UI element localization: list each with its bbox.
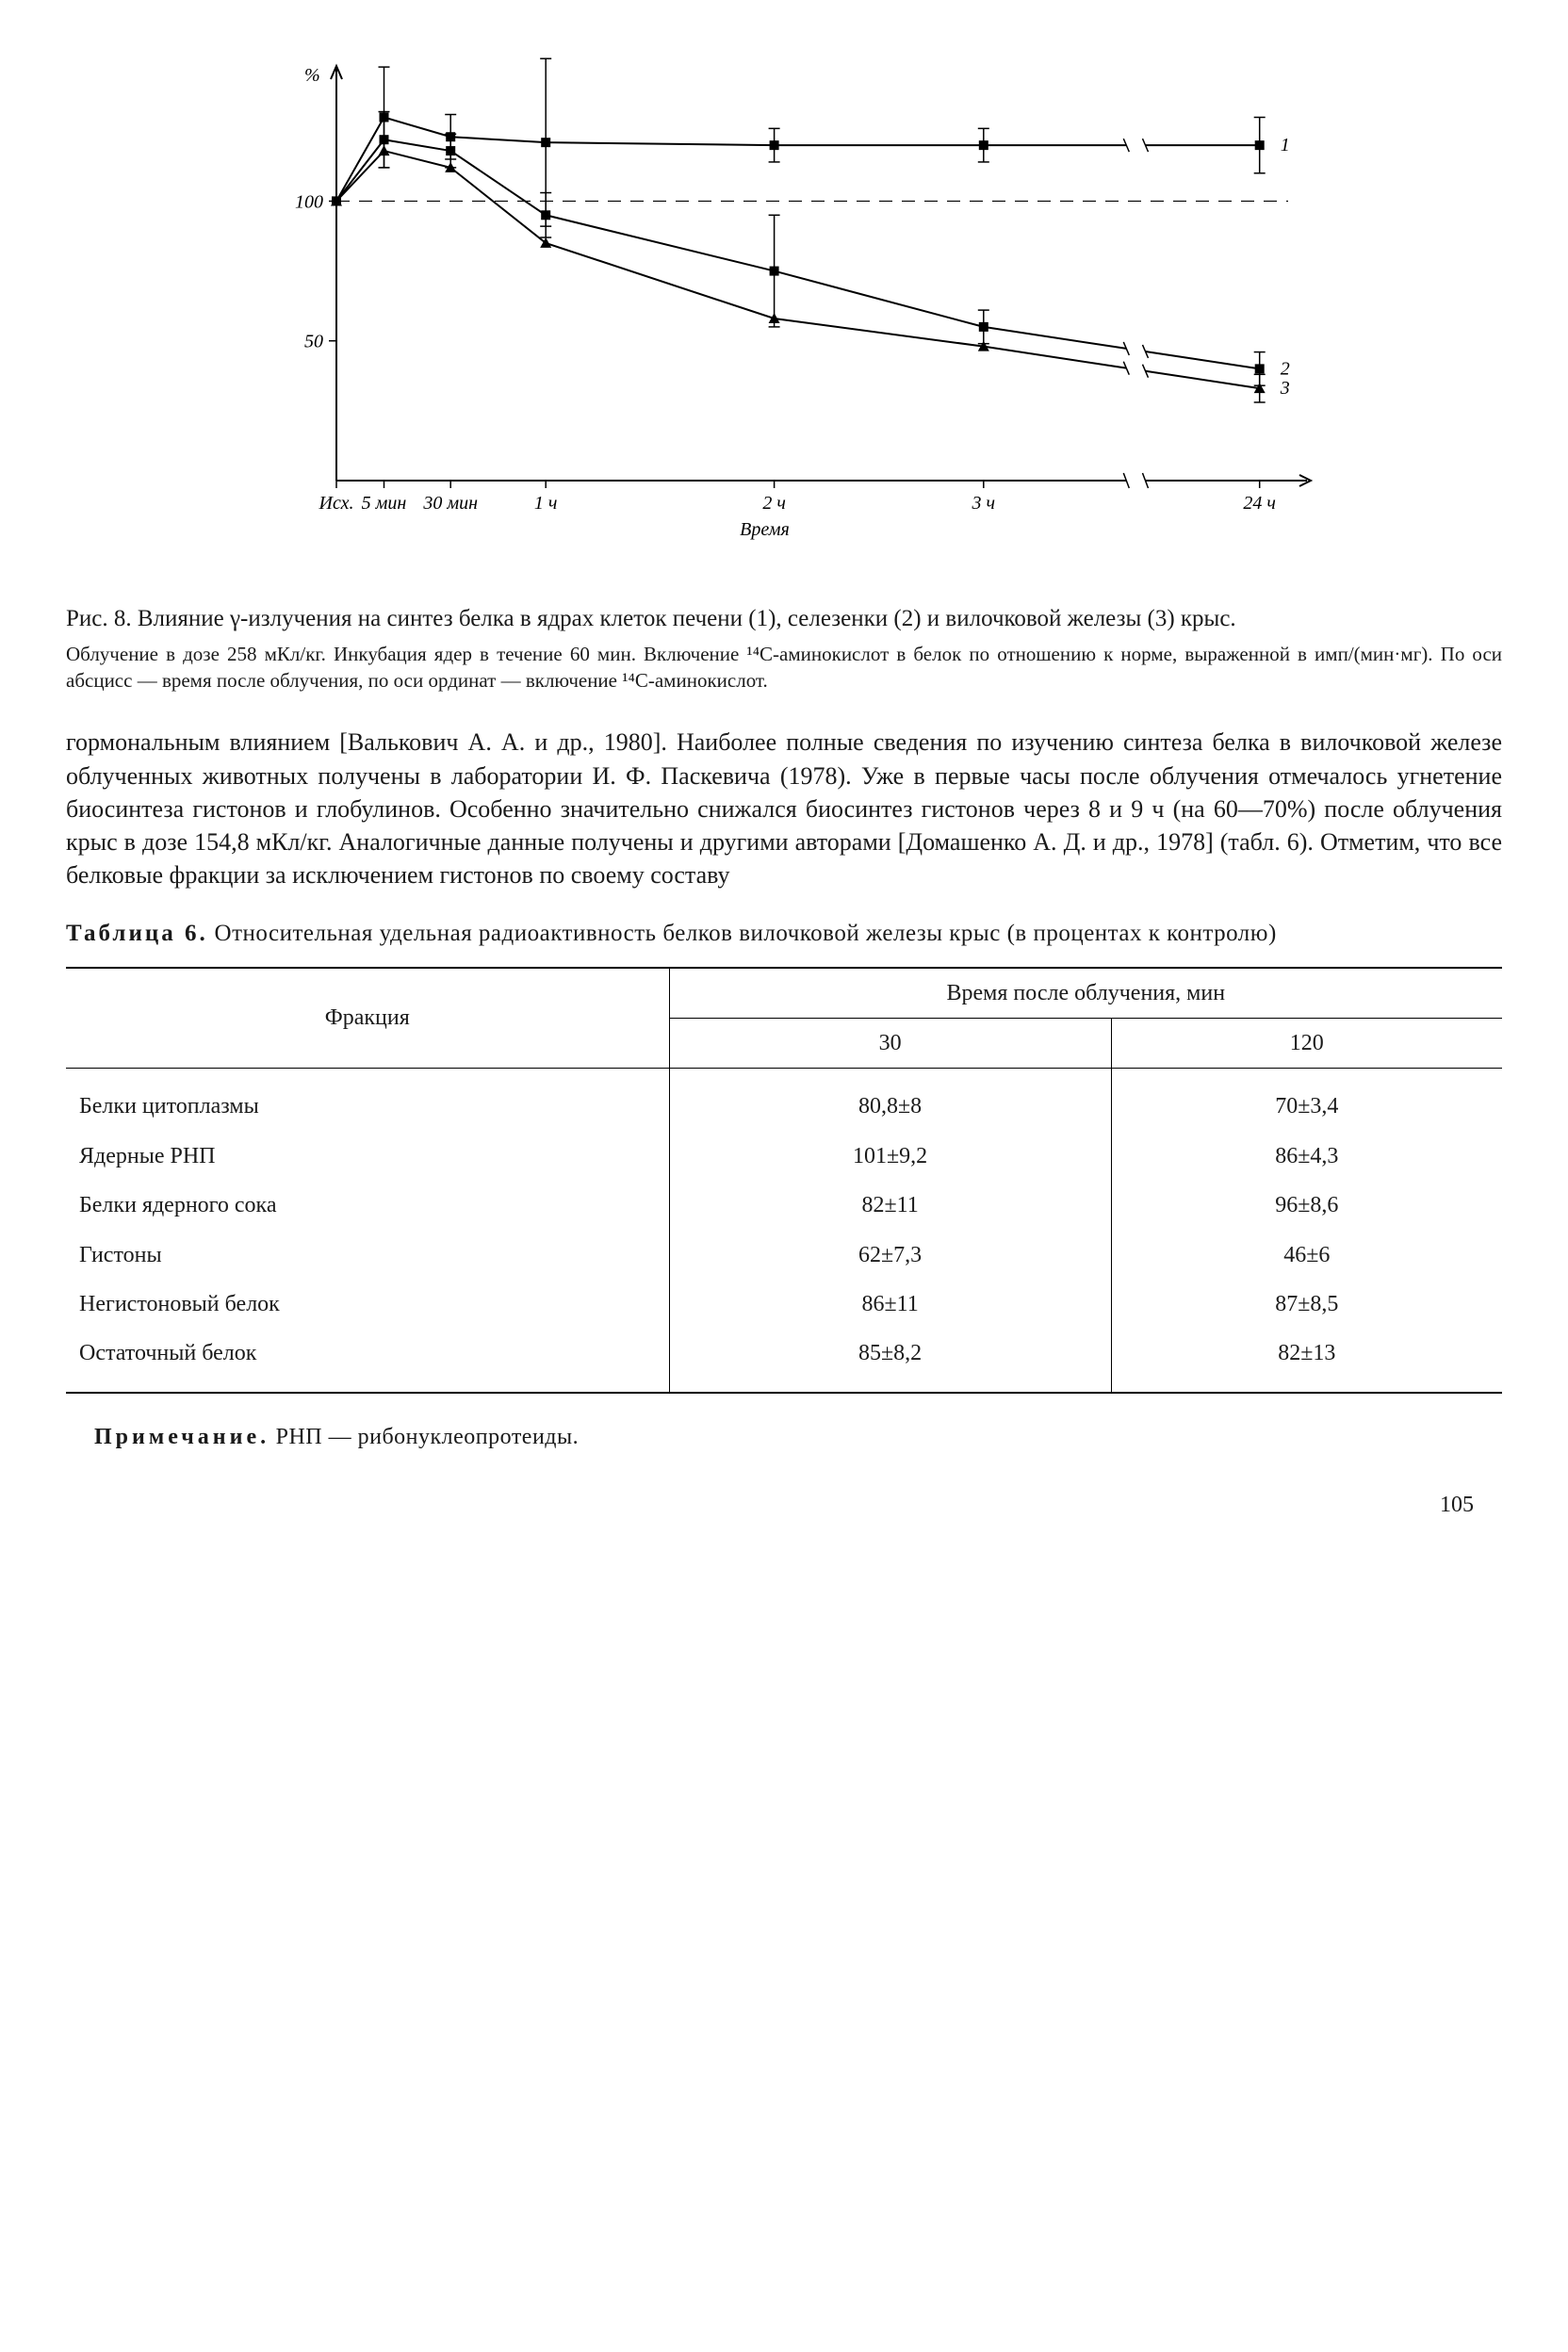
table-row: Негистоновый белок86±1187±8,5	[66, 1280, 1502, 1329]
table-col-header-time: Время после облучения, мин	[669, 968, 1502, 1019]
svg-text:2 ч: 2 ч	[762, 493, 786, 514]
svg-text:1: 1	[1281, 135, 1290, 155]
table-note: Примечание. РНП — рибонуклеопротеиды.	[94, 1422, 1502, 1452]
row-c120: 82±13	[1111, 1329, 1502, 1392]
svg-text:%: %	[304, 65, 320, 86]
table-title-prefix: Таблица 6.	[66, 921, 208, 946]
svg-text:3: 3	[1280, 378, 1290, 399]
svg-text:2: 2	[1281, 358, 1290, 379]
svg-text:24 ч: 24 ч	[1243, 493, 1276, 514]
row-label: Негистоновый белок	[66, 1280, 669, 1329]
table-row: Белки ядерного сока82±1196±8,6	[66, 1181, 1502, 1230]
table-col-120: 120	[1111, 1019, 1502, 1069]
row-c120: 86±4,3	[1111, 1132, 1502, 1181]
body-paragraph: гормональным влиянием [Валькович А. А. и…	[66, 726, 1502, 890]
row-label: Гистоны	[66, 1231, 669, 1280]
figure-8-chart: 50 100% Исх. 5 мин 30 мин 1 ч 2 ч 3 ч 24 ч Время 1…	[242, 57, 1326, 584]
table-note-text: РНП — рибонуклеопротеиды.	[270, 1425, 579, 1449]
svg-text:5 мин: 5 мин	[362, 493, 407, 514]
chart-svg: 50 100% Исх. 5 мин 30 мин 1 ч 2 ч 3 ч 24 ч Время 1…	[242, 57, 1326, 584]
row-c30: 86±11	[669, 1280, 1111, 1329]
row-c120: 70±3,4	[1111, 1069, 1502, 1132]
row-c30: 101±9,2	[669, 1132, 1111, 1181]
table-row: Остаточный белок85±8,282±13	[66, 1329, 1502, 1392]
row-label: Белки цитоплазмы	[66, 1069, 669, 1132]
table-title-text: Относительная удельная радиоактивность б…	[208, 921, 1277, 946]
row-c30: 85±8,2	[669, 1329, 1111, 1392]
svg-text:1 ч: 1 ч	[534, 493, 558, 514]
row-c30: 80,8±8	[669, 1069, 1111, 1132]
table-row: Гистоны62±7,346±6	[66, 1231, 1502, 1280]
row-c30: 62±7,3	[669, 1231, 1111, 1280]
row-label: Остаточный белок	[66, 1329, 669, 1392]
svg-text:100: 100	[295, 191, 323, 212]
table-6: Фракция Время после облучения, мин 30 12…	[66, 967, 1502, 1394]
svg-text:Время: Время	[740, 519, 790, 540]
row-label: Белки ядерного сока	[66, 1181, 669, 1230]
table-col-30: 30	[669, 1019, 1111, 1069]
row-c120: 87±8,5	[1111, 1280, 1502, 1329]
svg-text:50: 50	[304, 332, 323, 352]
table-note-prefix: Примечание.	[94, 1425, 270, 1449]
row-c120: 96±8,6	[1111, 1181, 1502, 1230]
svg-text:Исх.: Исх.	[318, 493, 354, 514]
svg-text:30 мин: 30 мин	[422, 493, 478, 514]
table-row: Ядерные РНП101±9,286±4,3	[66, 1132, 1502, 1181]
table-row: Белки цитоплазмы80,8±870±3,4	[66, 1069, 1502, 1132]
row-label: Ядерные РНП	[66, 1132, 669, 1181]
svg-text:3 ч: 3 ч	[972, 493, 996, 514]
row-c30: 82±11	[669, 1181, 1111, 1230]
row-c120: 46±6	[1111, 1231, 1502, 1280]
table-col-header-fraction: Фракция	[66, 968, 669, 1069]
table-6-title: Таблица 6. Относительная удельная радиоа…	[66, 918, 1502, 950]
figure-caption-main: Рис. 8. Влияние γ-излучения на синтез бе…	[66, 603, 1502, 635]
figure-caption-sub: Облучение в дозе 258 мКл/кг. Инкубация я…	[66, 641, 1502, 694]
page-number: 105	[66, 1490, 1502, 1520]
